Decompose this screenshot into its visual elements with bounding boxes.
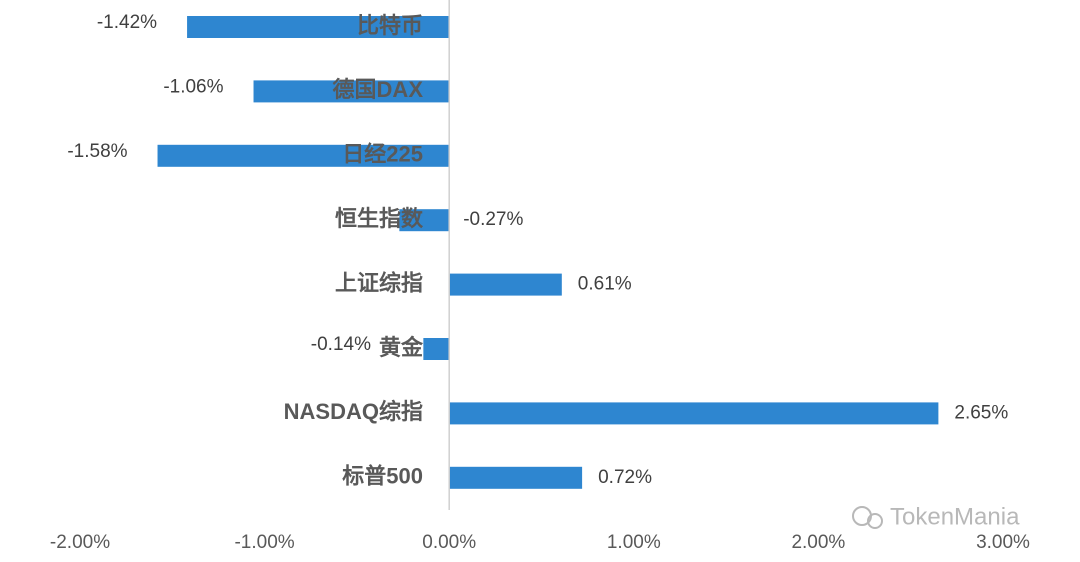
category-label: 标普500 [342,464,423,489]
watermark-icon [867,513,883,529]
bar [253,80,450,103]
value-label: -1.06% [163,76,223,97]
watermark: TokenMania [852,503,1020,530]
category-label: 日经225 [342,142,423,167]
value-label: -0.27% [463,209,523,230]
x-tick-label: 2.00% [791,532,845,553]
bar [449,273,562,296]
x-tick-label: 3.00% [976,532,1030,553]
category-label: 恒生指数 [335,206,424,231]
value-label: -1.42% [97,12,157,33]
value-label: -1.58% [67,141,127,162]
bar [187,16,450,38]
x-tick-label: 0.00% [422,532,476,553]
bar [449,402,939,425]
watermark-text: TokenMania [890,503,1020,530]
x-tick-label: -2.00% [50,532,110,553]
category-label: 比特币 [357,13,423,38]
bar [449,466,583,489]
bar [157,144,450,167]
value-label: 2.65% [954,402,1008,423]
value-label: -0.14% [311,334,371,355]
value-label: 0.61% [578,274,632,295]
category-label: NASDAQ综指 [284,399,423,424]
x-tick-label: -1.00% [234,532,294,553]
bar [399,209,450,232]
bar [423,338,450,360]
category-label: 上证综指 [335,270,423,295]
value-label: 0.72% [598,467,652,488]
category-label: 黄金 [379,335,424,360]
x-tick-label: 1.00% [607,532,661,553]
category-label: 德国DAX [333,77,424,102]
